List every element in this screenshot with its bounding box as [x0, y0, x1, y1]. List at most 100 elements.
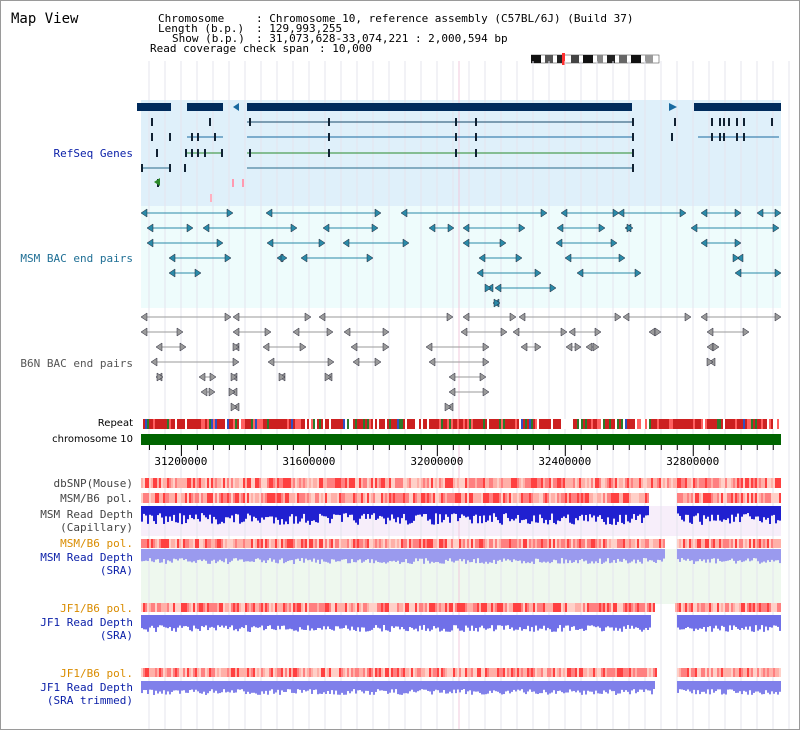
pol-cell: [327, 493, 329, 503]
jf1-b6-pol-label-2[interactable]: JF1/B6 pol.: [60, 667, 133, 680]
depth-bar: [687, 681, 689, 690]
repeat-element: [525, 419, 527, 429]
pol-cell: [149, 539, 151, 548]
depth-bar: [187, 549, 189, 562]
pol-cell: [575, 478, 577, 488]
pol-cell: [425, 668, 427, 677]
depth-bar: [427, 681, 429, 691]
pol-cell: [401, 539, 403, 548]
depth-bar: [707, 506, 709, 517]
chromosome-ideogram[interactable]: [531, 53, 661, 65]
depth-bar: [633, 615, 635, 629]
msm-depth-cap-label-1[interactable]: MSM Read Depth: [40, 508, 133, 521]
pol-cell: [501, 539, 503, 548]
depth-bar: [497, 681, 499, 692]
depth-bar: [569, 681, 571, 690]
depth-bar: [515, 506, 517, 519]
pol-cell: [511, 603, 513, 612]
pol-cell: [149, 493, 151, 503]
pol-cell: [373, 603, 375, 612]
pol-cell: [225, 539, 227, 548]
b6n-bac-label[interactable]: B6N BAC end pairs: [20, 357, 133, 370]
pol-cell: [213, 603, 215, 612]
jf1-b6-pol-label-1[interactable]: JF1/B6 pol.: [60, 602, 133, 615]
pol-cell: [233, 478, 235, 488]
pol-cell: [249, 493, 251, 503]
refseq-label[interactable]: RefSeq Genes: [53, 147, 133, 160]
pol-cell: [395, 539, 397, 548]
depth-bar: [509, 506, 511, 522]
pol-cell: [207, 539, 209, 548]
msm-bac-end: [774, 268, 782, 278]
msm-b6-pol-label-1[interactable]: MSM/B6 pol.: [60, 492, 133, 505]
pol-cell: [739, 668, 741, 677]
depth-bar: [393, 506, 395, 519]
pol-cell: [219, 603, 221, 612]
repeat-element: [501, 419, 503, 429]
pol-cell: [233, 539, 235, 548]
depth-bar: [373, 615, 375, 628]
depth-bar: [771, 506, 773, 516]
pol-cell: [687, 539, 689, 548]
depth-bar: [583, 681, 585, 691]
jf1-depth-sra-label-1[interactable]: JF1 Read Depth: [40, 616, 133, 629]
depth-bar: [365, 615, 367, 632]
depth-bar: [555, 506, 557, 525]
pol-cell: [605, 478, 607, 488]
axis-tick-label: 32000000: [410, 455, 463, 468]
repeat-element: [565, 419, 567, 429]
pol-cell: [181, 539, 183, 548]
depth-bar: [757, 681, 759, 692]
repeat-element: [769, 419, 771, 429]
depth-bar: [211, 549, 213, 561]
exon-mark: [632, 149, 634, 157]
dbsnp-label[interactable]: dbSNP(Mouse): [53, 477, 133, 490]
pol-cell: [141, 603, 143, 612]
repeat-element: [579, 419, 581, 429]
pol-cell: [651, 603, 653, 612]
depth-bar: [447, 615, 449, 632]
msm-bac-end: [342, 238, 350, 248]
pol-cell: [769, 493, 771, 503]
exon-mark: [197, 133, 199, 141]
depth-bar: [635, 615, 637, 628]
pol-cell: [375, 539, 377, 548]
pol-cell: [641, 493, 643, 503]
pol-cell: [411, 478, 413, 488]
repeat-element: [287, 419, 289, 429]
depth-bar: [305, 506, 307, 523]
depth-bar: [349, 681, 351, 694]
pol-cell: [571, 493, 573, 503]
pol-cell: [439, 539, 441, 548]
repeat-label[interactable]: Repeat: [97, 418, 133, 429]
depth-bar: [539, 615, 541, 629]
depth-bar: [427, 506, 429, 521]
depth-bar: [327, 549, 329, 563]
depth-bar: [143, 615, 145, 630]
msm-depth-sra-label-1[interactable]: MSM Read Depth: [40, 551, 133, 564]
depth-bar: [757, 615, 759, 631]
depth-bar: [555, 549, 557, 561]
pol-cell: [459, 603, 461, 612]
jf1-depth-trim-label-1[interactable]: JF1 Read Depth: [40, 681, 133, 694]
pol-cell: [675, 478, 677, 488]
pol-cell: [373, 478, 375, 488]
pol-cell: [385, 603, 387, 612]
depth-bar: [417, 615, 419, 632]
pol-cell: [363, 478, 365, 488]
pol-cell: [515, 478, 517, 488]
chromosome-label[interactable]: chromosome 10: [52, 434, 133, 445]
pol-cell: [335, 539, 337, 548]
depth-bar: [719, 615, 721, 631]
depth-bar: [383, 615, 385, 626]
depth-bar: [231, 506, 233, 516]
depth-bar: [517, 506, 519, 515]
msm-bac-label[interactable]: MSM BAC end pairs: [20, 252, 133, 265]
msm-b6-pol-label-2[interactable]: MSM/B6 pol.: [60, 537, 133, 550]
depth-bar: [393, 549, 395, 561]
depth-bar: [301, 549, 303, 559]
pol-cell: [755, 603, 757, 612]
pol-cell: [387, 539, 389, 548]
depth-bar: [217, 549, 219, 562]
